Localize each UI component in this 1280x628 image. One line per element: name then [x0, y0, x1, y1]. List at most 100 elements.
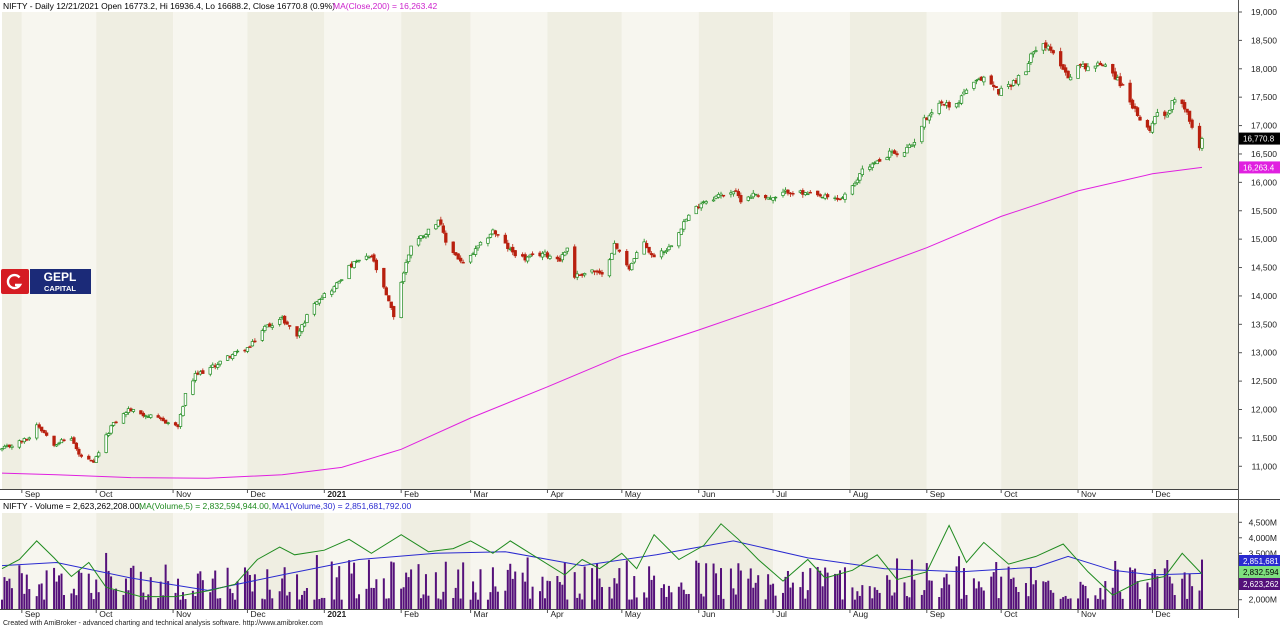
volume-bar [199, 571, 202, 609]
candle-body [1182, 102, 1187, 110]
price-tick-label: 17,500 [1251, 92, 1277, 102]
month-label: Dec [250, 489, 266, 499]
volume-bar [1096, 598, 1099, 609]
volume-bar [266, 569, 269, 609]
volume-bar [695, 560, 698, 609]
candle-body [565, 247, 569, 252]
candle-body [0, 448, 4, 451]
volume-bar [665, 596, 668, 609]
candle-body [982, 76, 986, 83]
volume-tick-label: 4,500M [1249, 517, 1277, 527]
volume-bar [75, 595, 78, 609]
candle-body [372, 254, 376, 262]
volume-bar [1084, 585, 1087, 609]
candle-body [878, 159, 882, 162]
volume-bar [734, 594, 737, 609]
month-label: Oct [1004, 489, 1018, 499]
volume-bar [1186, 598, 1189, 609]
volume-bar [943, 577, 946, 609]
candle-body [1153, 116, 1157, 124]
ma200-legend: MA(Close,200) = 16,263.42 [333, 1, 437, 11]
volume-bar [598, 578, 601, 609]
candle-body [144, 415, 148, 418]
candle-body [1049, 46, 1053, 51]
candle-body [736, 191, 741, 197]
volume-bar [784, 576, 787, 609]
candle-body [540, 253, 545, 258]
volume-bar [613, 578, 616, 609]
candle-body [183, 393, 188, 406]
volume-bar [975, 588, 978, 609]
candle-body [999, 87, 1003, 96]
volume-bar [767, 574, 770, 609]
volume-bar [90, 592, 93, 609]
volume-bar [139, 571, 142, 609]
month-band [698, 12, 774, 489]
candle-body [191, 380, 195, 395]
month-label: Jul [776, 489, 787, 499]
volume-bar [774, 595, 777, 609]
volume-bar [1181, 578, 1184, 609]
candle-body [704, 201, 708, 204]
volume-bar [80, 572, 83, 609]
volume-bar [1, 599, 3, 609]
volume-bar [405, 572, 408, 609]
month-label: Sep [930, 609, 945, 619]
volume-bar [1029, 567, 1032, 609]
volume-bar [53, 567, 56, 609]
candle-body [816, 190, 820, 196]
candle-body [912, 142, 917, 146]
volume-bar [960, 598, 963, 609]
volume-bar [318, 599, 321, 609]
candle-body [652, 254, 656, 258]
volume-bar [839, 570, 842, 609]
volume-bar [1052, 592, 1055, 609]
volume-bar [1171, 583, 1174, 609]
volume-bar [268, 589, 271, 609]
volume-bar [809, 568, 812, 609]
candle-body [632, 258, 636, 263]
volume-bar [928, 580, 931, 609]
volume-bar [3, 577, 6, 609]
volume-bar [558, 582, 561, 609]
candle-body [927, 115, 931, 121]
candle-body [322, 293, 326, 298]
volume-bar [737, 563, 740, 609]
volume-bar [786, 570, 789, 609]
volume-bar [417, 564, 420, 609]
candle-body [439, 219, 443, 225]
candle-body [104, 434, 108, 453]
candle-body [989, 75, 993, 85]
volume-bar [355, 598, 358, 609]
month-label: Dec [1155, 489, 1171, 499]
candle-body [218, 360, 222, 365]
candle-body [347, 265, 351, 280]
candle-body [766, 196, 770, 200]
volume-bar [420, 598, 423, 609]
candle-body [426, 228, 431, 235]
candle-body [317, 299, 322, 304]
volume-bar [910, 559, 913, 609]
candle-body [563, 251, 567, 256]
vol-last-label-box [1239, 578, 1280, 590]
candle-body [1138, 116, 1142, 121]
volume-bar [521, 572, 524, 609]
volume-bar [58, 575, 61, 609]
candle-body [667, 246, 671, 251]
volume-bar [194, 596, 197, 609]
volume-bar [804, 598, 807, 609]
candle-body [630, 262, 634, 271]
month-label: Dec [250, 609, 266, 619]
candle-body [330, 290, 334, 295]
candle-body [763, 195, 768, 199]
volume-bar [1139, 599, 1142, 609]
volume-bar [752, 587, 755, 609]
candle-body [573, 246, 577, 278]
candle-body [530, 253, 535, 255]
candle-body [677, 232, 681, 247]
volume-bar [167, 581, 170, 609]
candle-body [739, 195, 743, 203]
candle-body [17, 440, 22, 448]
candle-body [754, 193, 758, 196]
candle-body [1165, 114, 1169, 118]
